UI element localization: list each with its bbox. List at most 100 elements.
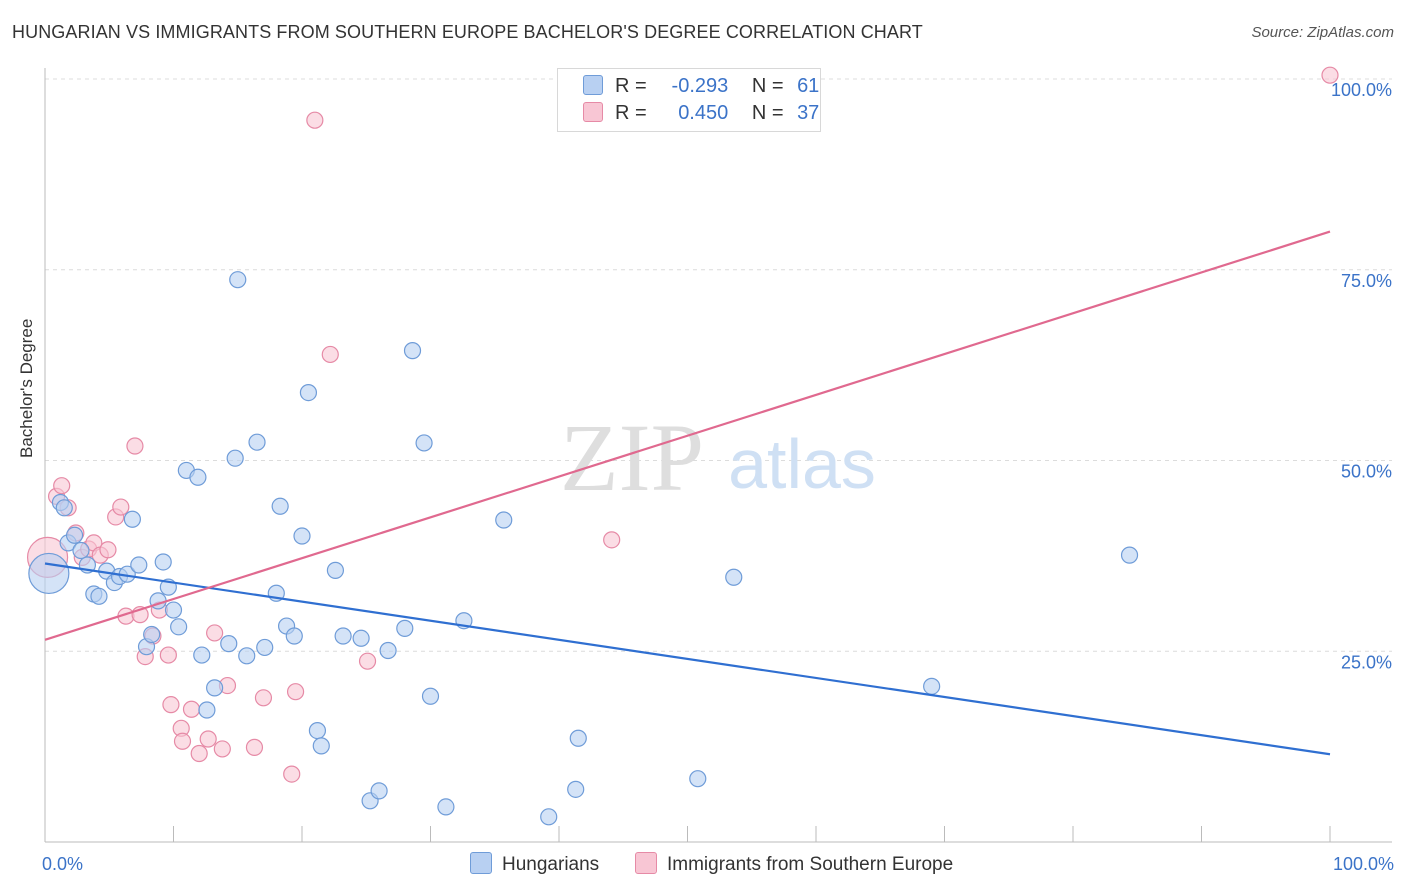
hungarian-point	[72, 541, 90, 560]
hungarian-point	[403, 342, 422, 360]
southern-europe-point	[53, 477, 71, 495]
y-tick-label: 50.0%	[1341, 462, 1392, 482]
hungarian-point	[206, 679, 224, 697]
bottom-legend-swatch-pink	[635, 852, 657, 874]
southern-europe-point	[190, 744, 208, 763]
hungarian-point	[308, 722, 327, 740]
hungarian-point	[28, 552, 70, 595]
hungarian-point	[1120, 546, 1139, 564]
southern-europe-point	[603, 531, 621, 549]
hungarian-point	[415, 434, 433, 452]
y-tick-label: 25.0%	[1341, 652, 1392, 672]
series-blue-points	[28, 271, 1139, 826]
legend-swatch-blue	[583, 75, 603, 95]
hungarian-point	[164, 601, 183, 619]
hungarians-trend-line	[44, 562, 1331, 756]
hungarian-point	[725, 568, 743, 586]
bottom-legend-label: Immigrants from Southern Europe	[667, 854, 954, 875]
hungarian-point	[923, 677, 941, 695]
hungarian-point	[154, 553, 172, 571]
watermark: ZIP atlas	[560, 404, 876, 511]
legend-r-label: R =	[615, 102, 647, 124]
southern-europe-trend-line	[44, 230, 1331, 641]
hungarian-point	[198, 701, 216, 719]
y-tick-label: 75.0%	[1341, 271, 1392, 291]
hungarian-point	[689, 770, 707, 788]
hungarian-point	[90, 587, 108, 605]
legend-n-value: 37	[797, 102, 820, 124]
hungarian-point	[226, 449, 244, 467]
hungarian-point	[421, 687, 440, 705]
hungarian-point	[55, 499, 73, 517]
hungarian-point	[189, 468, 207, 486]
tick-labels: 25.0% 50.0% 75.0% 100.0% 0.0% 100.0%	[42, 80, 1394, 874]
legend-n-value: 61	[797, 75, 820, 97]
southern-europe-point	[159, 646, 177, 664]
bottom-legend-southern-europe: Immigrants from Southern Europe	[635, 852, 953, 876]
legend-r-value: 0.450	[678, 102, 729, 124]
axes	[44, 68, 1392, 843]
trend-lines	[44, 230, 1331, 756]
southern-europe-point	[112, 498, 130, 516]
hungarian-point	[567, 780, 585, 798]
hungarian-point	[540, 808, 558, 826]
southern-europe-point	[99, 541, 117, 559]
hungarian-point	[229, 271, 247, 289]
hungarian-point	[569, 729, 587, 747]
southern-europe-point	[162, 696, 180, 714]
watermark-zip: ZIP	[560, 404, 704, 511]
x-tick-label: 100.0%	[1333, 854, 1394, 874]
legend-r-value: -0.293	[671, 75, 729, 97]
hungarian-point	[495, 511, 513, 529]
y-axis-label: Bachelor's Degree	[17, 318, 36, 458]
hungarian-point	[248, 433, 266, 451]
legend-row-southern-europe: R = 0.450 N = 37	[583, 102, 819, 126]
hungarian-point	[334, 627, 352, 645]
hungarian-point	[170, 618, 188, 636]
southern-europe-point	[206, 624, 224, 642]
y-tick-label: 100.0%	[1331, 80, 1392, 100]
hungarian-point	[293, 527, 311, 545]
hungarian-point	[65, 526, 84, 544]
hungarian-point	[123, 510, 141, 528]
hungarian-point	[271, 497, 289, 515]
hungarian-point	[285, 627, 303, 645]
bottom-legend-hungarians: Hungarians	[470, 852, 599, 876]
hungarian-point	[238, 647, 256, 665]
legend-swatch-pink	[583, 102, 603, 122]
gridlines	[45, 78, 1392, 652]
legend-n-label: N =	[751, 75, 784, 97]
hungarian-point	[299, 383, 318, 402]
hungarian-point	[352, 629, 370, 647]
hungarian-point	[193, 646, 211, 664]
southern-europe-point	[358, 652, 377, 670]
southern-europe-point	[1321, 66, 1339, 84]
hungarian-point	[370, 782, 388, 800]
southern-europe-point	[321, 345, 339, 364]
southern-europe-point	[283, 765, 301, 783]
hungarian-point	[312, 737, 330, 755]
chart-title: HUNGARIAN VS IMMIGRANTS FROM SOUTHERN EU…	[12, 22, 923, 42]
x-tick-label: 0.0%	[42, 854, 83, 874]
hungarian-point	[326, 561, 345, 579]
southern-europe-point	[245, 738, 264, 756]
bottom-legend-label: Hungarians	[502, 854, 600, 875]
southern-europe-point	[182, 700, 201, 718]
hungarian-point	[437, 798, 455, 816]
southern-europe-point	[306, 111, 324, 129]
hungarian-point	[130, 556, 148, 574]
watermark-atlas: atlas	[728, 425, 876, 503]
legend-r-label: R =	[615, 75, 647, 97]
southern-europe-point	[254, 689, 273, 707]
correlation-legend: R = -0.293 N = 61 R = 0.450 N = 37	[557, 68, 821, 132]
hungarian-point	[256, 638, 274, 657]
hungarian-point	[220, 635, 238, 653]
hungarian-point	[379, 641, 397, 660]
legend-row-hungarians: R = -0.293 N = 61	[583, 75, 819, 99]
southern-europe-point	[173, 732, 192, 750]
hungarian-point	[143, 625, 161, 644]
southern-europe-point	[286, 683, 305, 701]
southern-europe-point	[199, 730, 217, 748]
southern-europe-point	[126, 437, 144, 455]
